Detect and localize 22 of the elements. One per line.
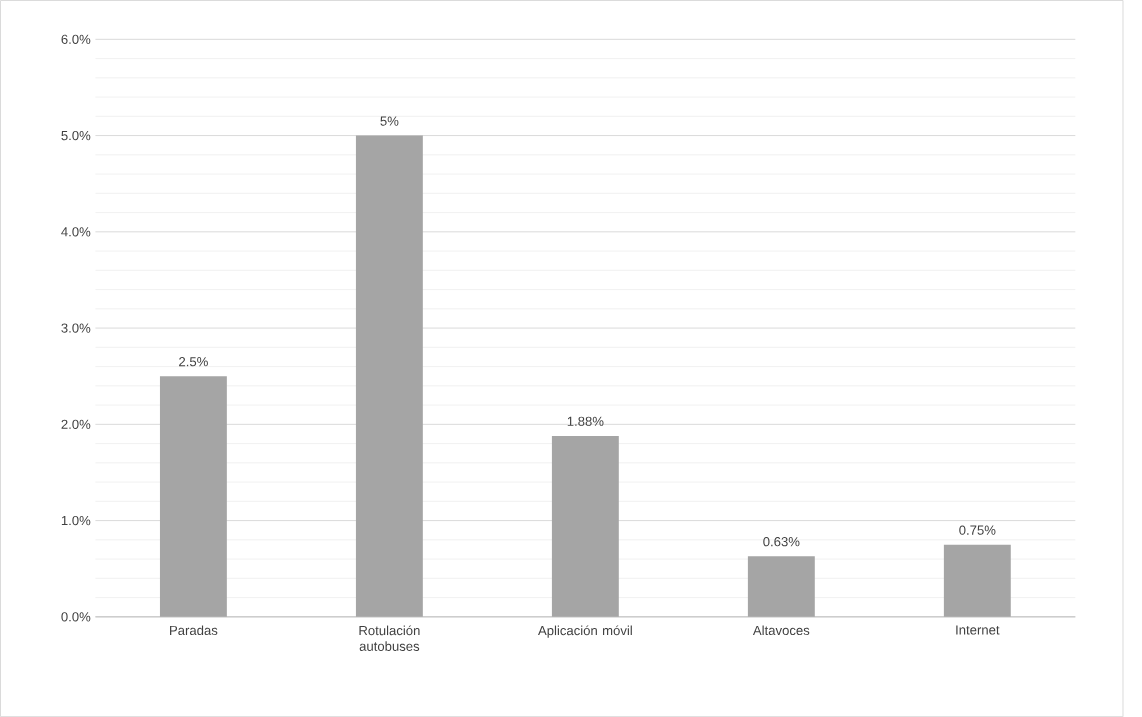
data-label: 5% xyxy=(380,116,399,126)
y-tick-label: 5.0% xyxy=(61,130,91,141)
bar xyxy=(943,544,1011,617)
y-tick-label: 0.0% xyxy=(61,612,91,622)
bar xyxy=(551,435,619,617)
x-tick-label: Rotulación autobuses xyxy=(359,625,420,651)
y-tick-label: 6.0% xyxy=(61,34,91,44)
x-tick-label: Paradas xyxy=(170,625,218,635)
data-label: 0.75% xyxy=(959,525,996,535)
data-label: 2.5% xyxy=(179,356,208,367)
bar xyxy=(747,556,815,617)
y-tick-label: 3.0% xyxy=(61,323,91,333)
x-tick-label: Aplicación móvil xyxy=(538,625,632,638)
bar xyxy=(355,135,423,617)
y-tick-label: 2.0% xyxy=(61,419,91,429)
data-label: 1.88% xyxy=(567,416,604,426)
data-label: 0.63% xyxy=(763,536,800,547)
bar xyxy=(159,376,227,617)
y-tick-label: 1.0% xyxy=(61,515,91,526)
x-tick-label: Internet xyxy=(956,625,1000,635)
y-tick-label: 4.0% xyxy=(61,227,91,237)
x-tick-label: Altavoces xyxy=(752,625,810,635)
